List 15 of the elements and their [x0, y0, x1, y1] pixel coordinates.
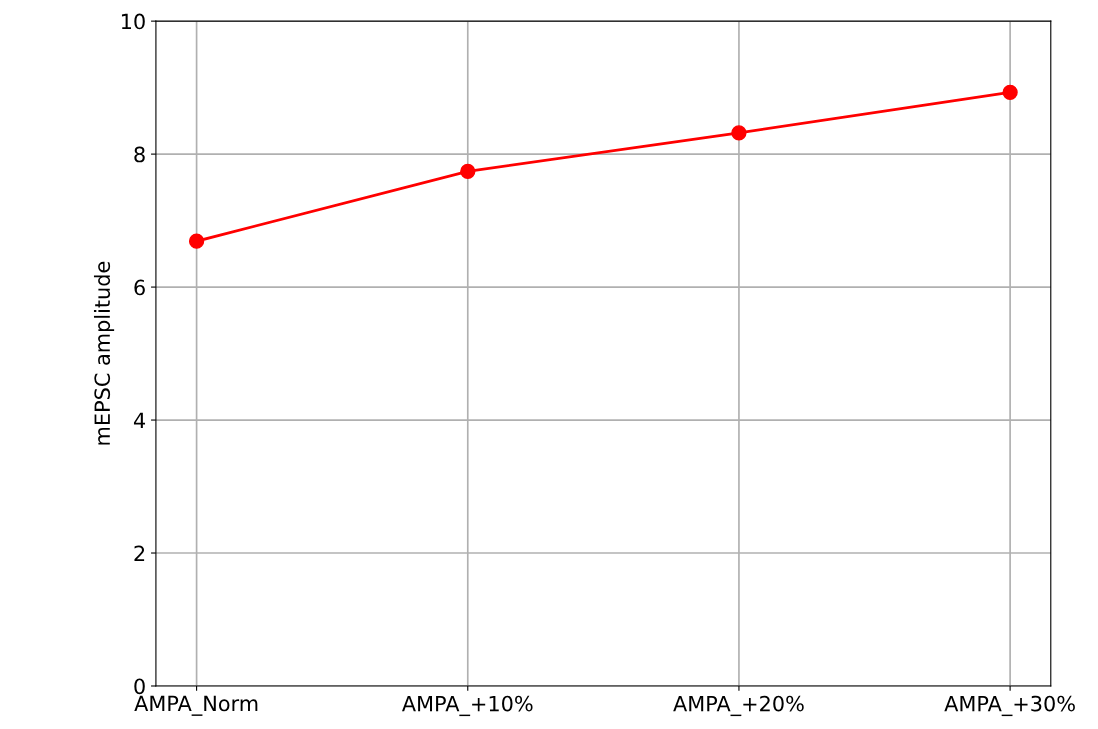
y-tick-label: 2 — [134, 545, 145, 561]
y-tick-label: 10 — [121, 13, 145, 30]
x-tick-label: AMPA_+20% — [673, 695, 804, 717]
x-tick-label: AMPA_+10% — [401, 695, 533, 717]
y-axis-title: mEPSC amplitude — [93, 261, 115, 445]
x-tick-label: AMPA_Norm — [134, 695, 258, 716]
y-tick-label: 0 — [134, 678, 145, 695]
y-tick-label: 6 — [134, 279, 145, 296]
point — [1002, 84, 1018, 100]
y-tick-label: 8 — [134, 146, 145, 163]
point — [460, 163, 476, 180]
y-tick-label: 4 — [133, 412, 146, 428]
x-tick-label: AMPA_+30% — [944, 695, 1075, 717]
point — [188, 233, 205, 249]
point — [731, 125, 747, 141]
